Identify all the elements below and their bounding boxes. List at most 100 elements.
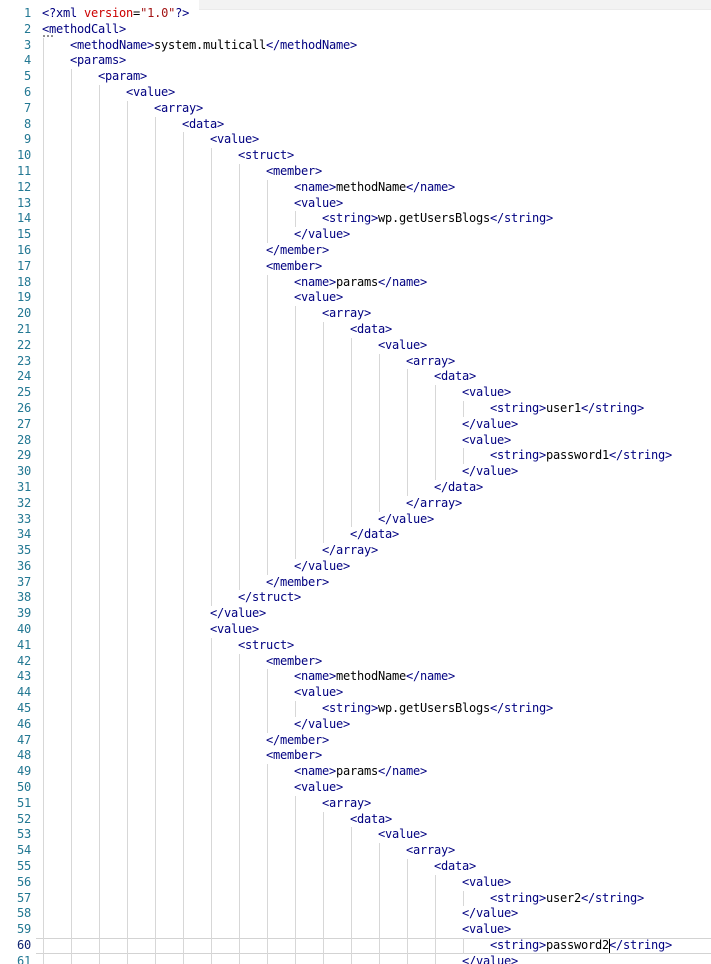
line-number[interactable]: 4 <box>23 53 31 68</box>
code-line[interactable]: 14 <string>wp.getUsersBlogs</string> <box>0 211 711 228</box>
code-line[interactable]: 47 </member> <box>0 732 711 749</box>
line-number[interactable]: 18 <box>16 274 31 289</box>
code-line[interactable]: 28 <value> <box>0 432 711 449</box>
code-line[interactable]: 53 <value> <box>0 827 711 844</box>
line-number[interactable]: 19 <box>16 290 31 305</box>
code-line[interactable]: 2 <methodCall> <box>0 22 711 38</box>
code-line[interactable]: 38 </struct> <box>0 590 711 607</box>
line-number[interactable]: 54 <box>16 843 31 858</box>
code-line[interactable]: 60 <string>password2</string> <box>0 938 711 954</box>
line-number[interactable]: 24 <box>16 369 31 384</box>
code-line[interactable]: 4 <params> <box>0 53 711 70</box>
code-line[interactable]: 11 <member> <box>0 163 711 180</box>
code-line[interactable]: 49 <name>params</name> <box>0 764 711 781</box>
line-number[interactable]: 53 <box>16 827 31 842</box>
code-line[interactable]: 1 <?xml version="1.0"?> <box>0 6 711 22</box>
line-number[interactable]: 55 <box>16 859 31 874</box>
code-line[interactable]: 6 <value> <box>0 84 711 101</box>
code-line[interactable]: 30 </value> <box>0 464 711 480</box>
code-line[interactable]: 16 </member> <box>0 242 711 259</box>
line-number[interactable]: 33 <box>16 511 31 526</box>
line-number[interactable]: 13 <box>16 195 31 210</box>
code-line[interactable]: 5 <param> <box>0 69 711 85</box>
line-number[interactable]: 41 <box>16 637 31 652</box>
line-number[interactable]: 3 <box>23 37 31 52</box>
line-number[interactable]: 12 <box>16 179 31 194</box>
code-line[interactable]: 40 <value> <box>0 622 711 638</box>
line-number[interactable]: 59 <box>16 922 31 937</box>
code-line[interactable]: 21 <data> <box>0 321 711 338</box>
line-number[interactable]: 52 <box>16 811 31 826</box>
code-line[interactable]: 22 <value> <box>0 337 711 354</box>
line-number[interactable]: 32 <box>16 495 31 510</box>
line-number[interactable]: 9 <box>23 132 31 147</box>
code-line[interactable]: 52 <data> <box>0 811 711 828</box>
line-number[interactable]: 28 <box>16 432 31 447</box>
line-number[interactable]: 51 <box>16 795 31 810</box>
code-line[interactable]: 7 <array> <box>0 100 711 117</box>
line-number[interactable]: 49 <box>16 764 31 779</box>
code-line[interactable]: 37 </member> <box>0 574 711 591</box>
line-number[interactable]: 16 <box>16 242 31 257</box>
code-line[interactable]: 17 <member> <box>0 258 711 275</box>
line-number[interactable]: 6 <box>23 84 31 99</box>
line-number[interactable]: 1 <box>23 6 31 20</box>
line-number[interactable]: 38 <box>16 590 31 605</box>
code-area[interactable]: 1 <?xml version="1.0"?> 2 <methodCall> 3 <met… <box>0 6 711 964</box>
code-line[interactable]: 50 <value> <box>0 780 711 796</box>
code-line[interactable]: 25 <value> <box>0 385 711 401</box>
code-line[interactable]: 20 <array> <box>0 306 711 322</box>
code-line[interactable]: 26 <string>user1</string> <box>0 400 711 417</box>
line-number[interactable]: 20 <box>16 306 31 321</box>
line-number[interactable]: 29 <box>16 448 31 463</box>
code-line[interactable]: 51 <array> <box>0 795 711 812</box>
line-number[interactable]: 40 <box>16 622 31 637</box>
code-line[interactable]: 3 <methodName>system.multicall</methodNam… <box>0 37 711 54</box>
code-line[interactable]: 29 <string>password1</string> <box>0 448 711 465</box>
line-number[interactable]: 25 <box>16 385 31 400</box>
line-number[interactable]: 56 <box>16 874 31 889</box>
code-line[interactable]: 15 </value> <box>0 227 711 243</box>
line-number[interactable]: 5 <box>23 69 31 84</box>
code-line[interactable]: 55 <data> <box>0 859 711 875</box>
code-line[interactable]: 33 </value> <box>0 511 711 528</box>
line-number[interactable]: 50 <box>16 780 31 795</box>
line-number[interactable]: 23 <box>16 353 31 368</box>
line-number[interactable]: 60 <box>16 938 31 953</box>
line-number[interactable]: 22 <box>16 337 31 352</box>
code-line[interactable]: 9 <value> <box>0 132 711 149</box>
line-number[interactable]: 48 <box>16 748 31 763</box>
code-line[interactable]: 32 </array> <box>0 495 711 512</box>
line-number[interactable]: 58 <box>16 906 31 921</box>
line-number[interactable]: 26 <box>16 400 31 415</box>
code-line[interactable]: 8 <data> <box>0 116 711 133</box>
code-line[interactable]: 59 <value> <box>0 922 711 939</box>
code-line[interactable]: 36 </value> <box>0 558 711 575</box>
line-number[interactable]: 34 <box>16 527 31 542</box>
code-line[interactable]: 61 </value> <box>0 953 711 964</box>
code-line[interactable]: 54 <array> <box>0 843 711 860</box>
code-line[interactable]: 56 <value> <box>0 874 711 891</box>
line-number[interactable]: 47 <box>16 732 31 747</box>
code-line[interactable]: 31 </data> <box>0 479 711 496</box>
code-line[interactable]: 45 <string>wp.getUsersBlogs</string> <box>0 701 711 717</box>
code-line[interactable]: 35 </array> <box>0 543 711 559</box>
code-line[interactable]: 13 <value> <box>0 195 711 212</box>
line-number[interactable]: 39 <box>16 606 31 621</box>
line-number[interactable]: 31 <box>16 479 31 494</box>
line-number[interactable]: 35 <box>16 543 31 558</box>
line-number[interactable]: 21 <box>16 321 31 336</box>
code-line[interactable]: 57 <string>user2</string> <box>0 890 711 907</box>
line-number[interactable]: 42 <box>16 653 31 668</box>
line-number[interactable]: 46 <box>16 716 31 731</box>
code-line[interactable]: 41 <struct> <box>0 637 711 654</box>
code-line[interactable]: 39 </value> <box>0 606 711 623</box>
code-line[interactable]: 10 <struct> <box>0 148 711 164</box>
code-line[interactable]: 18 <name>params</name> <box>0 274 711 291</box>
code-line[interactable]: 12 <name>methodName</name> <box>0 179 711 196</box>
code-line[interactable]: 24 <data> <box>0 369 711 386</box>
line-number[interactable]: 44 <box>16 685 31 700</box>
line-number[interactable]: 15 <box>16 227 31 242</box>
code-line[interactable]: 23 <array> <box>0 353 711 370</box>
line-number[interactable]: 36 <box>16 558 31 573</box>
